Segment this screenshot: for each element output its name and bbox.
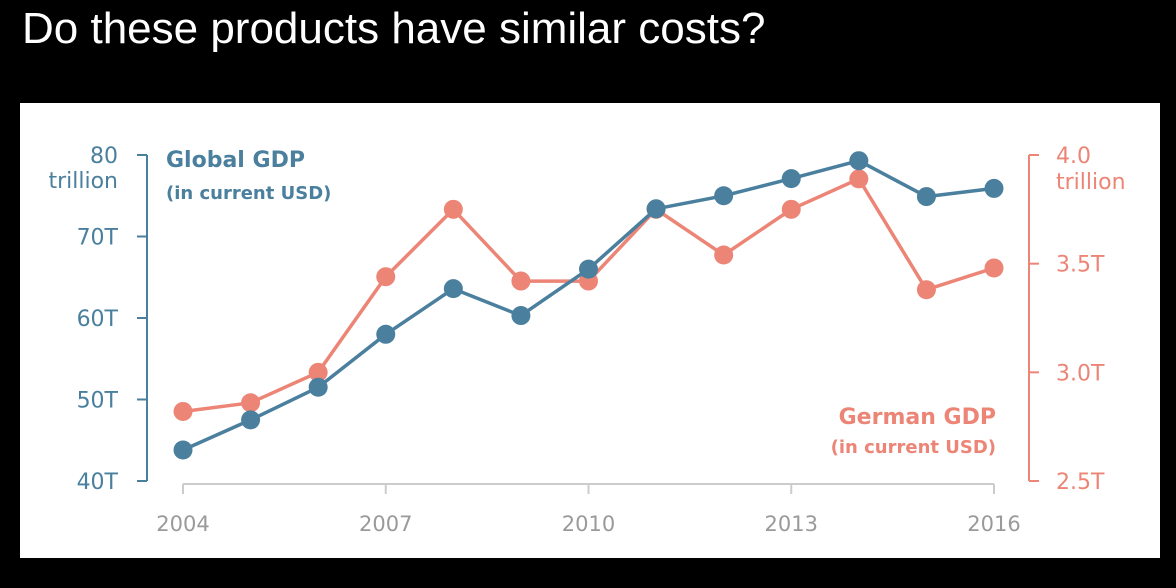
left-y-unit-label: trillion bbox=[48, 169, 118, 194]
german-gdp-point bbox=[511, 271, 531, 291]
x-tick-label: 2010 bbox=[562, 512, 615, 536]
left-y-tick-label: 40T bbox=[77, 470, 119, 495]
global-gdp-point bbox=[308, 377, 328, 397]
x-tick-label: 2004 bbox=[156, 512, 209, 536]
german-gdp-point bbox=[173, 401, 193, 421]
global-gdp-point bbox=[781, 169, 801, 189]
chart-panel: 2004 2007 2010 2013 2016 40T 50T 60T 70T 80 trilli… bbox=[20, 103, 1160, 558]
x-tick-label: 2013 bbox=[765, 512, 818, 536]
right-y-unit-label: trillion bbox=[1056, 170, 1126, 195]
left-y-tick-label: 50T bbox=[77, 389, 119, 414]
global-gdp-point bbox=[579, 259, 598, 279]
x-tick-label: 2007 bbox=[359, 512, 412, 536]
right-y-tick-label: 2.5T bbox=[1056, 470, 1105, 495]
global-gdp-point bbox=[646, 199, 666, 219]
german-gdp-point bbox=[849, 169, 869, 189]
global-gdp-point bbox=[714, 186, 734, 206]
global-gdp-point bbox=[241, 410, 261, 430]
global-gdp-point bbox=[376, 324, 396, 344]
german-gdp-point bbox=[714, 245, 734, 265]
dual-axis-line-chart: 2004 2007 2010 2013 201640T50T60T70T80trilli… bbox=[48, 144, 1126, 536]
right-y-tick-label: 3.0T bbox=[1056, 361, 1105, 386]
global-gdp-legend-subtitle: (in current USD) bbox=[166, 183, 331, 204]
german-gdp-legend-subtitle: (in current USD) bbox=[831, 437, 996, 458]
x-tick-label: 2016 bbox=[967, 512, 1020, 536]
global-gdp-point bbox=[173, 440, 193, 460]
german-gdp-point bbox=[781, 199, 801, 219]
left-y-tick-label: 70T bbox=[77, 226, 119, 251]
right-y-tick-label: 4.0 bbox=[1056, 144, 1091, 169]
global-gdp-legend-label: Global GDP bbox=[166, 148, 305, 173]
left-y-tick-label: 60T bbox=[77, 307, 119, 332]
german-gdp-legend-label: German GDP bbox=[839, 405, 996, 430]
german-gdp-point bbox=[376, 267, 396, 287]
global-gdp-point bbox=[849, 151, 869, 171]
global-gdp-point bbox=[443, 279, 463, 299]
right-y-tick-label: 3.5T bbox=[1056, 253, 1105, 278]
page-title: Do these products have similar costs? bbox=[22, 4, 766, 53]
german-gdp-point bbox=[916, 280, 936, 300]
left-y-tick-label: 80 bbox=[90, 144, 118, 169]
german-gdp-point bbox=[241, 393, 261, 413]
german-gdp-series-line bbox=[182, 177, 995, 414]
global-gdp-point bbox=[984, 178, 1004, 198]
global-gdp-point bbox=[916, 187, 936, 207]
global-gdp-point bbox=[511, 306, 531, 326]
german-gdp-point bbox=[308, 362, 328, 382]
german-gdp-point bbox=[443, 199, 463, 219]
german-gdp-point bbox=[984, 258, 1004, 278]
